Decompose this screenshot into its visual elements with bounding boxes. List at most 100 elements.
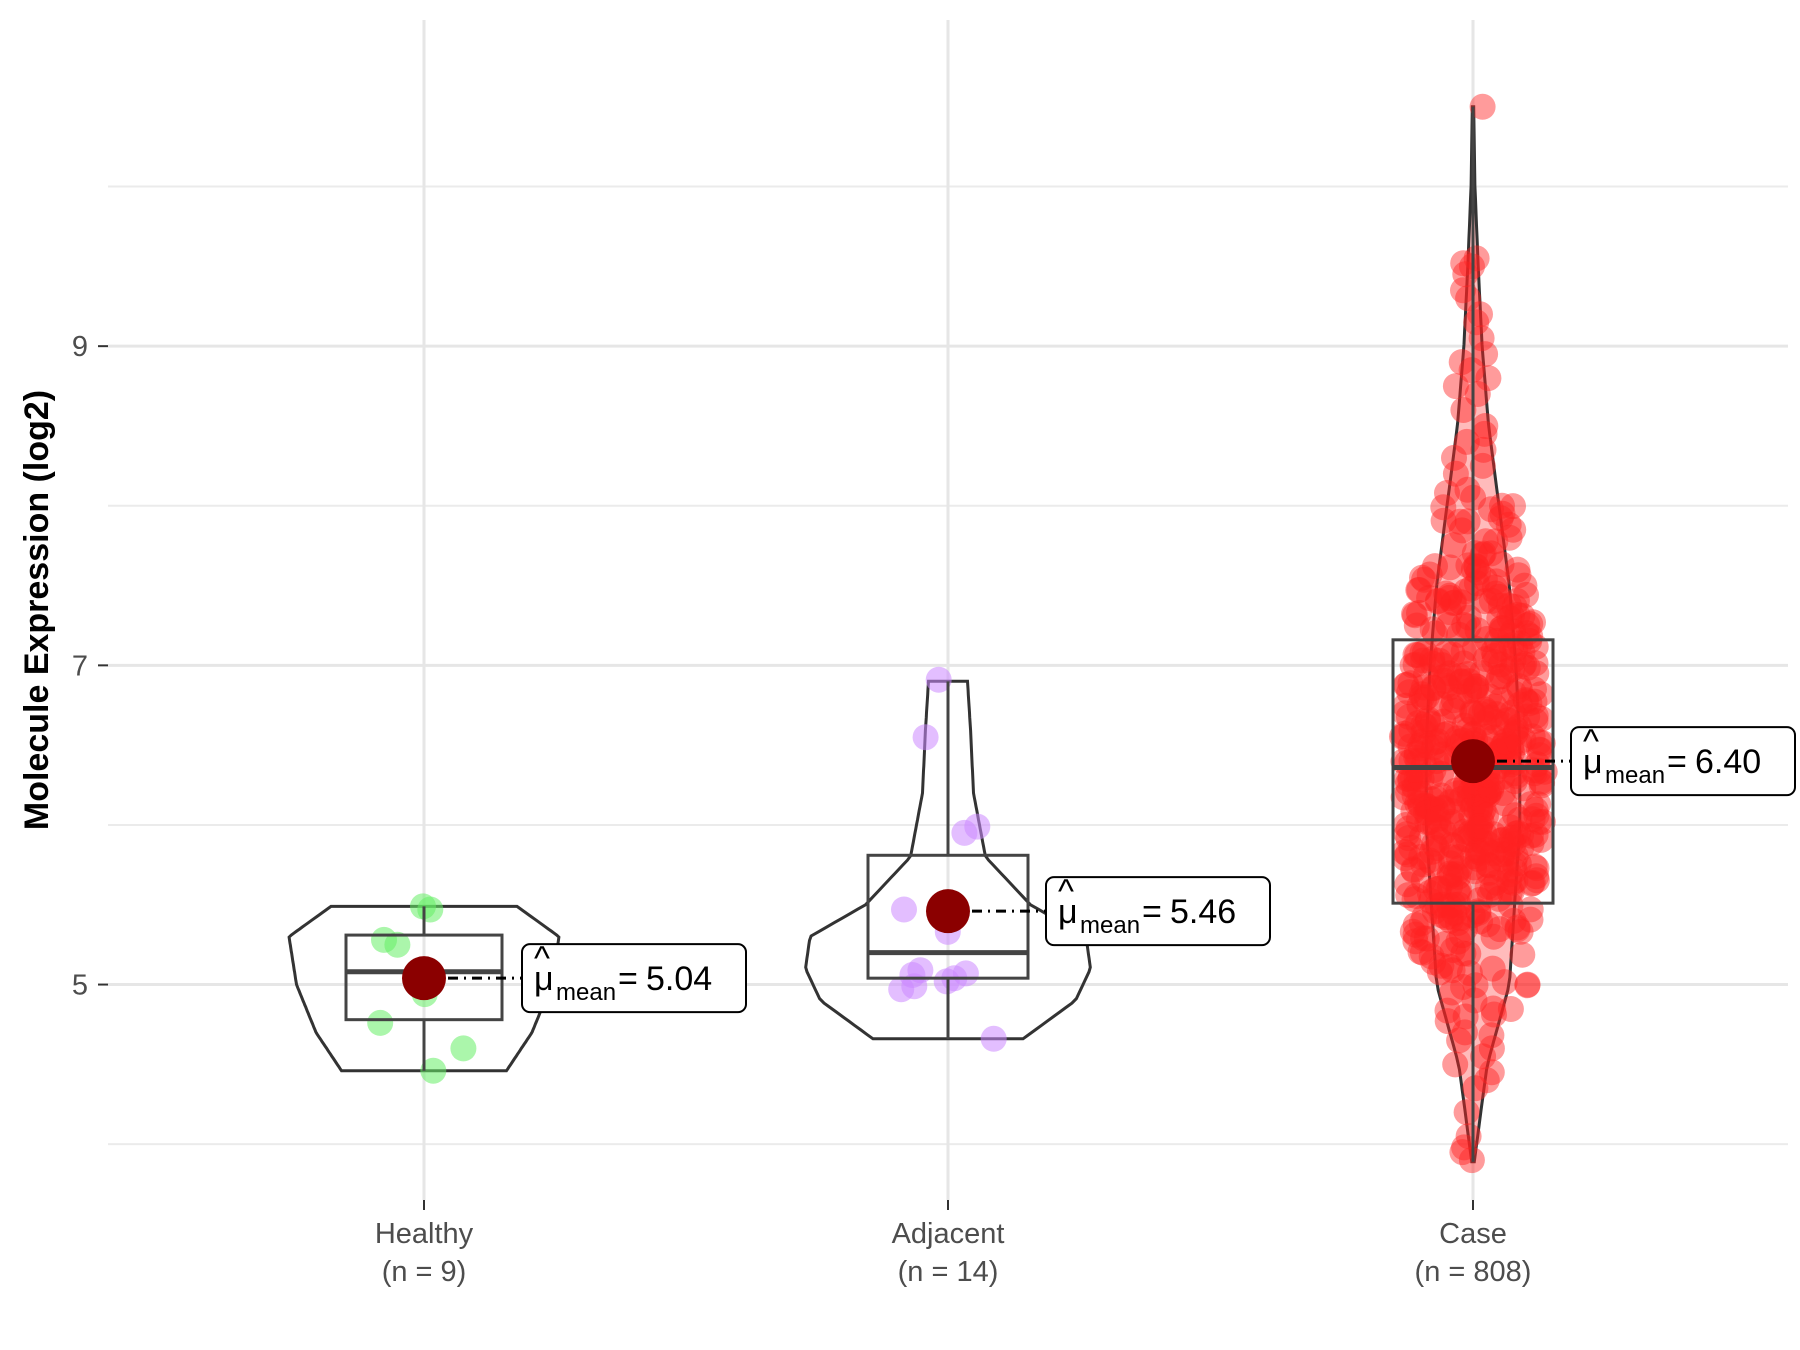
mean-label-box bbox=[1045, 876, 1271, 947]
data-point bbox=[1474, 780, 1501, 807]
data-point bbox=[1514, 971, 1541, 998]
data-point bbox=[1461, 677, 1488, 704]
data-point bbox=[1508, 834, 1535, 861]
data-point bbox=[1450, 638, 1477, 665]
data-point bbox=[1430, 708, 1457, 735]
data-point bbox=[1448, 668, 1475, 695]
data-point bbox=[1394, 765, 1420, 792]
data-point bbox=[1440, 590, 1467, 616]
data-point bbox=[1429, 891, 1456, 918]
data-point bbox=[1488, 845, 1515, 872]
data-point bbox=[1434, 1008, 1461, 1035]
data-point bbox=[1444, 879, 1471, 906]
x-tick-label-group: Case bbox=[1439, 1218, 1507, 1250]
data-point bbox=[1498, 878, 1525, 905]
mean-label-equals: = bbox=[1667, 743, 1687, 781]
data-point bbox=[1476, 859, 1502, 886]
data-layer bbox=[287, 93, 1583, 1174]
data-point bbox=[1422, 875, 1449, 902]
data-point bbox=[1509, 602, 1536, 629]
data-point bbox=[1436, 674, 1463, 701]
data-point bbox=[1440, 891, 1467, 918]
data-point bbox=[1401, 774, 1428, 801]
data-point bbox=[1389, 723, 1415, 750]
data-point bbox=[1439, 798, 1466, 825]
mean-label-mu: μ bbox=[1058, 893, 1078, 931]
mean-label: μ^mean = 5.46 bbox=[1045, 873, 1271, 947]
data-point bbox=[1495, 511, 1522, 538]
data-point bbox=[1499, 699, 1526, 726]
data-point bbox=[1441, 697, 1468, 724]
data-point bbox=[1456, 678, 1483, 704]
data-point bbox=[1429, 902, 1456, 929]
mean-label-value: 6.40 bbox=[1695, 743, 1761, 781]
data-point bbox=[1426, 826, 1453, 853]
data-point bbox=[1440, 833, 1467, 860]
data-point bbox=[1420, 674, 1447, 701]
data-point bbox=[1403, 744, 1430, 771]
data-point bbox=[1518, 870, 1545, 897]
data-point bbox=[1414, 799, 1441, 826]
data-point bbox=[1490, 711, 1517, 738]
data-point bbox=[1409, 824, 1435, 850]
data-point bbox=[1436, 660, 1463, 687]
data-point bbox=[1416, 561, 1443, 588]
data-point bbox=[1412, 662, 1439, 689]
data-point bbox=[1451, 712, 1478, 739]
data-point bbox=[1517, 906, 1544, 933]
mean-label-equals: = bbox=[618, 960, 638, 998]
data-point bbox=[1408, 766, 1435, 793]
data-point bbox=[1439, 979, 1466, 1006]
data-point bbox=[1456, 668, 1483, 695]
data-point bbox=[1471, 821, 1498, 848]
mean-label-subscript: mean bbox=[556, 979, 616, 1006]
data-point bbox=[1510, 775, 1537, 802]
data-point bbox=[1461, 854, 1488, 881]
data-point bbox=[1418, 888, 1445, 915]
data-point bbox=[1411, 566, 1438, 593]
data-point bbox=[912, 724, 939, 751]
data-point bbox=[1463, 554, 1490, 580]
data-point bbox=[1430, 722, 1457, 748]
data-point bbox=[1419, 838, 1446, 865]
data-point bbox=[1421, 898, 1448, 925]
data-point bbox=[1521, 760, 1548, 787]
mean-label-value: 5.04 bbox=[646, 960, 712, 998]
data-point bbox=[1506, 730, 1533, 756]
data-point bbox=[1483, 701, 1510, 728]
data-point bbox=[1397, 765, 1424, 791]
mean-label: μ^mean = 6.40 bbox=[1570, 723, 1796, 797]
data-point bbox=[1456, 786, 1483, 813]
data-point bbox=[1473, 699, 1500, 726]
data-point bbox=[1450, 397, 1477, 423]
data-point bbox=[1448, 589, 1475, 616]
data-point bbox=[1528, 768, 1555, 795]
data-point bbox=[1414, 732, 1441, 759]
data-point bbox=[1429, 794, 1456, 821]
data-point bbox=[1443, 861, 1469, 888]
data-point bbox=[1433, 672, 1459, 699]
data-point bbox=[1507, 918, 1534, 945]
data-point bbox=[1424, 892, 1451, 919]
data-point bbox=[1468, 701, 1495, 727]
data-point bbox=[1480, 821, 1507, 848]
data-point bbox=[1503, 587, 1530, 614]
data-point bbox=[1445, 780, 1471, 807]
data-point bbox=[1463, 309, 1490, 336]
data-point bbox=[1473, 1067, 1500, 1094]
data-point bbox=[1504, 916, 1531, 943]
data-point bbox=[1451, 826, 1478, 852]
data-point bbox=[1460, 699, 1487, 726]
data-point bbox=[1461, 635, 1488, 662]
data-point bbox=[1436, 584, 1463, 611]
data-point bbox=[1402, 912, 1429, 938]
data-point bbox=[1472, 528, 1499, 555]
data-point bbox=[1526, 729, 1552, 755]
data-point bbox=[1505, 562, 1532, 589]
data-point bbox=[1413, 799, 1439, 826]
data-point bbox=[1400, 857, 1427, 884]
data-point bbox=[1508, 821, 1535, 848]
data-point bbox=[1413, 925, 1440, 952]
data-point bbox=[1503, 716, 1530, 743]
data-point bbox=[1471, 709, 1498, 736]
